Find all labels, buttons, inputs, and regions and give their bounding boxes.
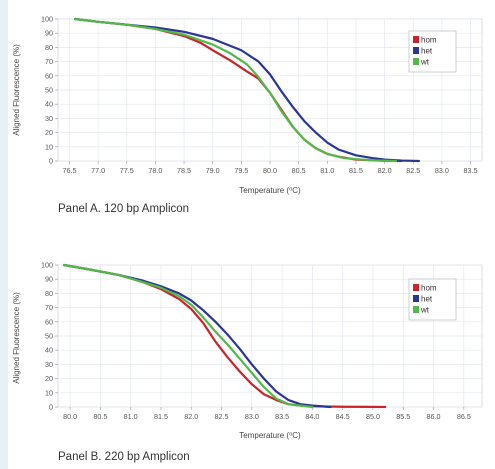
panel-a: 0 10 20 30 40 50 60 70 80 90 100 76.5 77.0 77.5 78.0 7… <box>0 0 495 232</box>
legend-swatch-hom <box>413 284 419 291</box>
x-tick-label: 76.5 <box>62 166 76 175</box>
y-tick-label: 0 <box>49 157 53 166</box>
x-tick-label: 86.5 <box>457 412 471 421</box>
y-tick-labels: 0 10 20 30 40 50 60 70 80 90 100 <box>41 15 53 166</box>
x-tick-label: 82.5 <box>215 412 229 421</box>
y-tick-label: 40 <box>45 100 53 109</box>
x-tick-label: 82.0 <box>184 412 198 421</box>
x-tick-label: 83.5 <box>464 166 478 175</box>
x-tick-label: 86.0 <box>427 412 441 421</box>
legend-swatch-wt <box>413 58 419 65</box>
series-line-het <box>74 17 421 163</box>
x-tick-label: 81.5 <box>349 166 363 175</box>
x-tick-label: 78.0 <box>148 166 162 175</box>
y-tick-label: 0 <box>49 403 53 412</box>
legend-label-wt: wt <box>420 306 430 315</box>
x-tick-label: 83.0 <box>435 166 449 175</box>
panel-caption: Panel A. 120 bp Amplicon <box>58 203 190 215</box>
x-tick-label: 81.5 <box>154 412 168 421</box>
x-axis-title: Temperature (⁰C) <box>239 186 301 195</box>
legend-label-het: het <box>421 295 433 304</box>
series-line-wt <box>62 263 314 409</box>
y-tick-label: 30 <box>45 114 53 123</box>
x-tick-label: 77.0 <box>91 166 105 175</box>
x-tick-label: 80.5 <box>93 412 107 421</box>
x-tick-labels: 76.5 77.0 77.5 78.0 78.5 79.0 79.5 80.0 80.5 81.0… <box>62 166 477 175</box>
series-line-het <box>62 263 332 409</box>
y-tick-label: 20 <box>45 128 53 137</box>
legend-swatch-hom <box>413 36 419 43</box>
y-tick-label: 100 <box>41 261 53 270</box>
x-tick-label: 78.5 <box>177 166 191 175</box>
x-tick-label: 84.0 <box>305 412 319 421</box>
y-tick-label: 80 <box>45 43 53 52</box>
left-accent-strip <box>0 0 8 469</box>
x-tick-label: 79.5 <box>234 166 248 175</box>
y-tick-label: 60 <box>45 317 53 326</box>
legend-label-hom: hom <box>421 284 437 293</box>
x-tick-label: 80.0 <box>263 166 277 175</box>
series-lines <box>62 263 387 409</box>
x-tick-label: 79.0 <box>206 166 220 175</box>
y-tick-label: 10 <box>45 388 53 397</box>
y-tick-label: 60 <box>45 71 53 80</box>
y-tick-label: 100 <box>41 15 53 24</box>
y-tick-label: 90 <box>45 29 53 38</box>
x-tick-label: 81.0 <box>320 166 334 175</box>
x-axis-title: Temperature (⁰C) <box>239 431 301 440</box>
legend: hom het wt <box>408 278 457 321</box>
x-tick-label: 85.0 <box>366 412 380 421</box>
panel-b: 0 10 20 30 40 50 60 70 80 90 100 80.0 80.5 81.0 81.5 8… <box>0 252 495 469</box>
legend-label-het: het <box>421 47 433 56</box>
legend-label-wt: wt <box>420 58 430 67</box>
x-tick-label: 83.5 <box>275 412 289 421</box>
x-tick-label: 84.5 <box>336 412 350 421</box>
x-tick-label: 82.0 <box>378 166 392 175</box>
series-lines <box>74 17 421 163</box>
legend-label-hom: hom <box>421 36 437 45</box>
y-tick-label: 10 <box>45 142 53 151</box>
legend: hom het wt <box>408 30 457 73</box>
y-tick-label: 90 <box>45 275 53 284</box>
series-line-wt <box>74 17 398 163</box>
x-tick-label: 82.5 <box>406 166 420 175</box>
legend-swatch-het <box>413 47 419 54</box>
y-tick-label: 30 <box>45 360 53 369</box>
y-tick-label: 80 <box>45 289 53 298</box>
y-axis-title: Aligned Fluorescence (%) <box>12 292 21 384</box>
y-tick-label: 70 <box>45 303 53 312</box>
x-tick-label: 81.0 <box>124 412 138 421</box>
x-tick-label: 83.0 <box>245 412 259 421</box>
y-tick-label: 70 <box>45 57 53 66</box>
x-tick-label: 80.0 <box>63 412 77 421</box>
panel-caption: Panel B. 220 bp Amplicon <box>58 451 190 463</box>
legend-swatch-het <box>413 295 419 302</box>
y-tick-label: 40 <box>45 346 53 355</box>
grid-lines <box>55 18 482 164</box>
x-tick-label: 85.5 <box>396 412 410 421</box>
y-tick-label: 50 <box>45 332 53 341</box>
y-axis-title: Aligned Fluorescence (%) <box>12 44 21 136</box>
y-tick-labels: 0 10 20 30 40 50 60 70 80 90 100 <box>41 261 53 412</box>
y-tick-label: 50 <box>45 86 53 95</box>
x-tick-label: 80.5 <box>292 166 306 175</box>
x-tick-labels: 80.0 80.5 81.0 81.5 82.0 82.5 83.0 83.5 84.0 84.5… <box>63 412 471 421</box>
x-tick-label: 77.5 <box>120 166 134 175</box>
y-tick-label: 20 <box>45 374 53 383</box>
legend-swatch-wt <box>413 306 419 313</box>
